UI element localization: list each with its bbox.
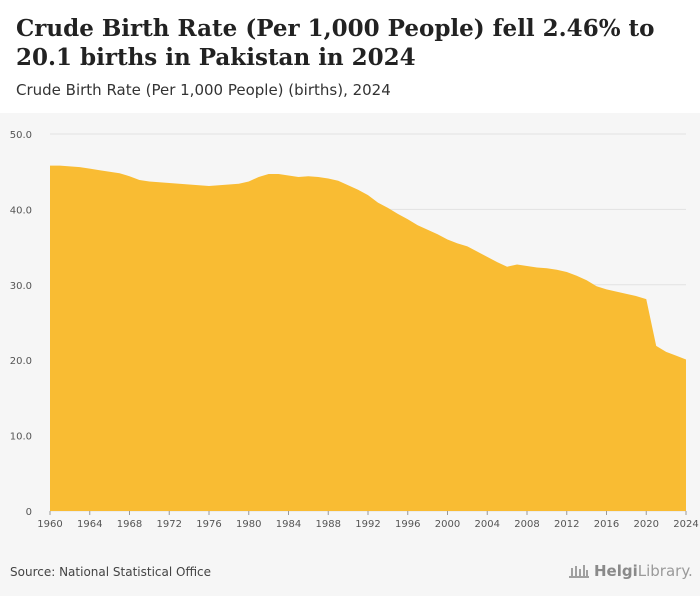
x-tick-label: 1992 <box>355 519 380 530</box>
x-tick-label: 2024 <box>673 519 698 530</box>
x-tick-label: 2012 <box>554 519 579 530</box>
helgi-library-logo[interactable]: HelgiLibrary. <box>568 562 693 580</box>
logo-text-bold: Helgi <box>594 562 638 580</box>
logo-text-rest: Library. <box>637 562 693 580</box>
x-tick-label: 1960 <box>37 519 62 530</box>
series-area <box>50 165 686 512</box>
x-tick-label: 1964 <box>77 519 102 530</box>
library-building-icon <box>569 565 589 578</box>
x-tick-label: 2000 <box>435 519 460 530</box>
area-chart: 010.020.030.040.050.0 1960 1964 1968 1972 19… <box>10 130 699 530</box>
chart-title: Crude Birth Rate (Per 1,000 People) fell… <box>16 15 655 71</box>
y-tick-label: 50.0 <box>10 130 32 141</box>
chart-panel: 0 10.0 20.0 30.0 40.0 50.0 1960 1964 1968 1972 19… <box>0 113 700 596</box>
x-tick-label: 2020 <box>634 519 659 530</box>
x-tick-label: 1984 <box>276 519 301 530</box>
y-tick-label: 0 <box>26 507 32 518</box>
x-tick-label: 1976 <box>196 519 221 530</box>
x-tick-label: 1968 <box>117 519 142 530</box>
x-tick-label: 1980 <box>236 519 261 530</box>
x-tick-label: 2004 <box>475 519 500 530</box>
x-tick-label: 1988 <box>316 519 341 530</box>
y-tick-label: 30.0 <box>10 281 32 292</box>
y-tick-label: 20.0 <box>10 356 32 367</box>
y-tick-label: 10.0 <box>10 432 32 443</box>
x-axis-ticks: 1960 1964 1968 1972 1976 1980 1984 1988 1992 1996… <box>37 511 699 530</box>
chart-subtitle: Crude Birth Rate (Per 1,000 People) (bir… <box>16 81 391 99</box>
x-tick-label: 1972 <box>157 519 182 530</box>
source-note: Source: National Statistical Office <box>10 565 212 579</box>
x-tick-label: 1996 <box>395 519 420 530</box>
x-tick-label: 2016 <box>594 519 619 530</box>
x-tick-label: 2008 <box>514 519 539 530</box>
y-tick-label: 40.0 <box>10 205 32 216</box>
y-axis-ticks: 0 10.0 20.0 30.0 40.0 50.0 <box>10 130 32 518</box>
